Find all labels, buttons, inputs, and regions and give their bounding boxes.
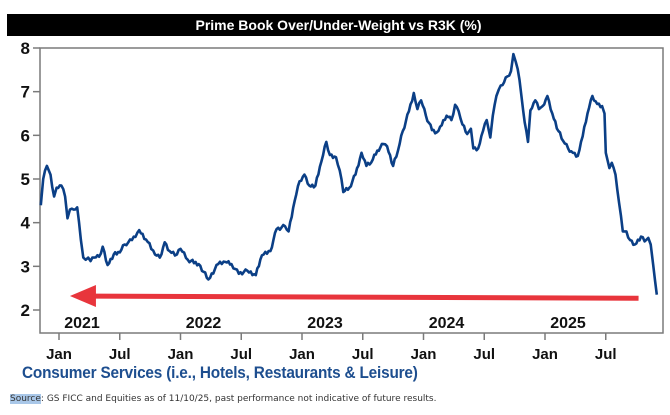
year-label: 2023 [307, 315, 343, 332]
y-tick-label: 2 [21, 301, 30, 320]
source-text: : GS FICC and Equities as of 11/10/25, p… [40, 394, 437, 404]
y-tick-label: 5 [21, 170, 30, 189]
x-tick-label: Jan [46, 346, 72, 363]
year-label: 2025 [550, 315, 586, 332]
chart-subtitle: Consumer Services (i.e., Hotels, Restaur… [22, 364, 418, 382]
x-tick-label: Jul [473, 346, 495, 363]
year-label: 2022 [186, 315, 222, 332]
y-tick-label: 8 [21, 39, 30, 58]
y-tick-label: 4 [21, 214, 31, 233]
year-label: 2024 [429, 315, 465, 332]
x-tick-label: Jan [168, 346, 194, 363]
y-tick-label: 3 [21, 257, 30, 276]
arrow-head-icon [69, 285, 96, 308]
arrow-shaft [93, 293, 639, 301]
plot-frame [39, 47, 664, 334]
x-tick-label: Jan [289, 346, 315, 363]
source-note: Source: GS FICC and Equities as of 11/10… [10, 394, 436, 404]
x-tick-label: Jul [595, 346, 617, 363]
x-tick-label: Jul [352, 346, 374, 363]
x-tick-label: Jul [230, 346, 252, 363]
x-tick-label: Jan [532, 346, 558, 363]
year-labels: 2021 2022 2023 2024 2025 [64, 315, 586, 332]
y-axis: 2 3 4 5 6 7 8 [21, 39, 40, 320]
y-tick-label: 7 [21, 83, 30, 102]
year-label: 2021 [64, 315, 100, 332]
x-tick-label: Jan [411, 346, 437, 363]
x-axis: Jan Jul Jan Jul Jan Jul Jan Jul Jan Jul [46, 333, 617, 363]
x-tick-label: Jul [109, 346, 131, 363]
source-label: Source [10, 394, 41, 404]
y-tick-label: 6 [21, 126, 30, 145]
chart-title: Prime Book Over/Under-Weight vs R3K (%) [7, 14, 670, 36]
series-line-consumer-services [39, 52, 659, 295]
